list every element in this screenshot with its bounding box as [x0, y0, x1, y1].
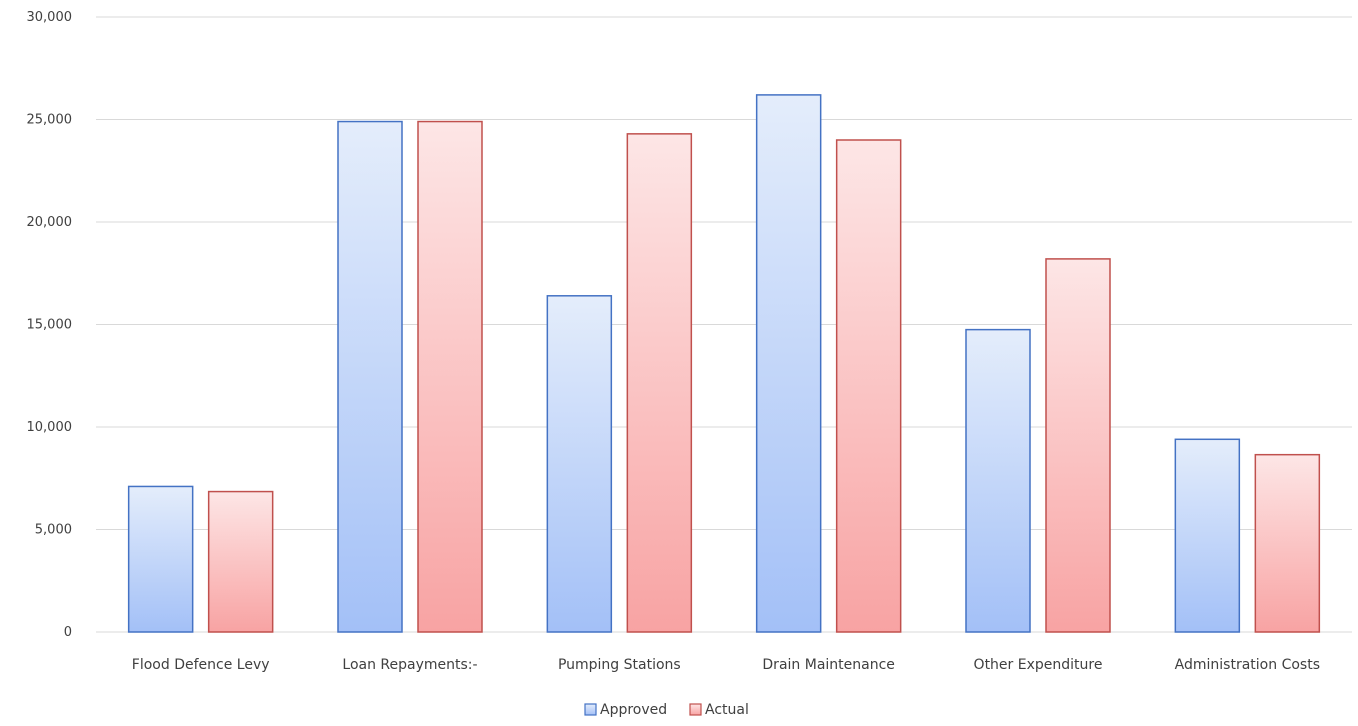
gridlines	[96, 16, 1352, 633]
y-tick-label: 30,000	[27, 10, 73, 25]
y-tick-label: 0	[64, 625, 72, 640]
y-tick-label: 5,000	[35, 523, 72, 538]
bar-actual-5	[1254, 453, 1321, 633]
bar-actual-2	[626, 133, 693, 633]
x-category-label: Loan Repayments:-	[342, 657, 477, 673]
legend: Approved Actual	[584, 702, 749, 718]
legend-label-approved: Approved	[600, 702, 667, 718]
x-category-label: Pumping Stations	[558, 657, 681, 673]
bar-approved-2	[546, 295, 613, 633]
bar-actual-1	[417, 120, 483, 633]
x-category-label: Flood Defence Levy	[132, 657, 270, 673]
y-tick-label: 10,000	[27, 420, 73, 435]
bar-approved-3	[755, 94, 822, 633]
bar-actual-0	[207, 490, 274, 633]
bars	[127, 94, 1321, 633]
bar-actual-4	[1045, 258, 1111, 633]
x-category-label: Other Expenditure	[974, 657, 1103, 673]
legend-label-actual: Actual	[705, 702, 749, 718]
bar-approved-4	[965, 328, 1031, 633]
bar-approved-0	[127, 485, 194, 633]
y-tick-label: 20,000	[27, 215, 73, 230]
legend-swatch-actual	[689, 703, 702, 716]
y-tick-label: 25,000	[27, 113, 73, 128]
y-tick-label: 15,000	[27, 318, 73, 333]
bar-approved-5	[1174, 438, 1241, 633]
legend-swatch-approved	[584, 703, 597, 716]
x-axis-category-labels: Flood Defence Levy Loan Repayments:- Pumpi…	[132, 657, 1320, 673]
x-category-label: Administration Costs	[1175, 657, 1320, 673]
bar-actual-3	[835, 139, 902, 633]
bar-approved-1	[337, 120, 403, 633]
x-category-label: Drain Maintenance	[762, 657, 895, 673]
y-axis-tick-labels: 0 5,000 10,000 15,000 20,000 25,000 30,000	[27, 10, 73, 640]
